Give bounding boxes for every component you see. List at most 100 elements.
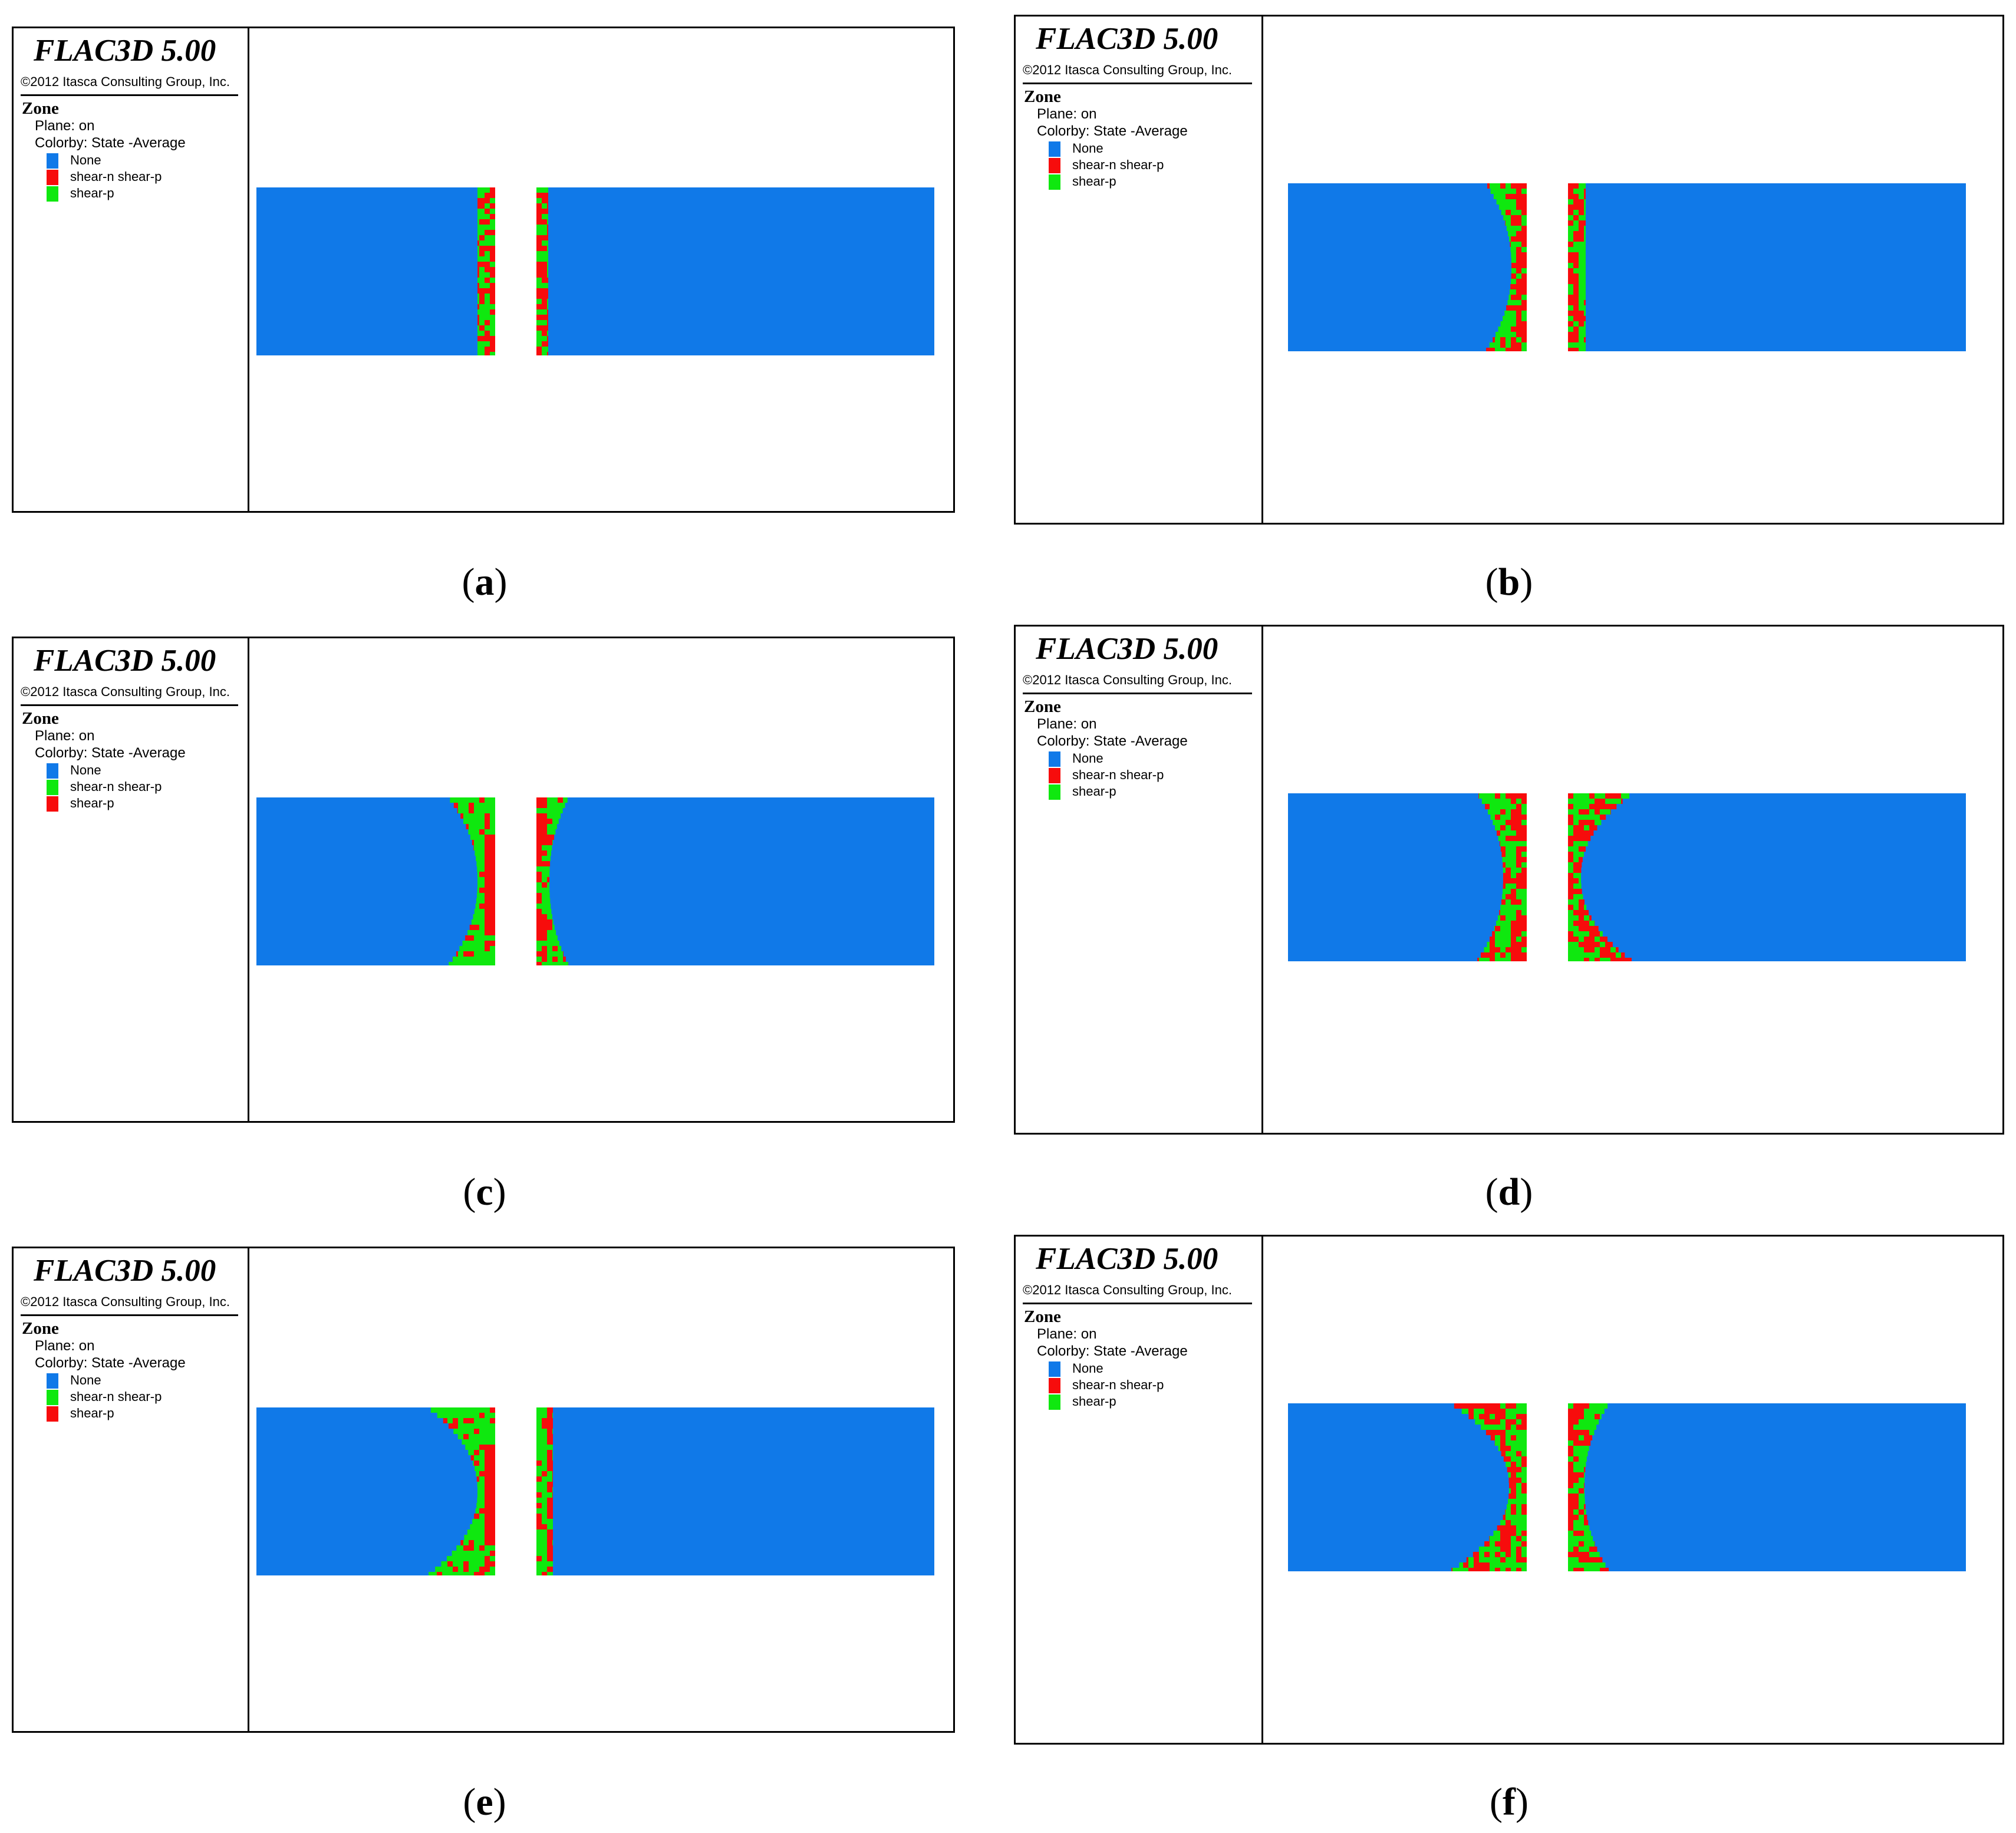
plastic-cell bbox=[1584, 958, 1589, 961]
plastic-cell bbox=[1579, 1462, 1584, 1467]
plastic-cell bbox=[490, 294, 495, 299]
plastic-cell bbox=[442, 1407, 447, 1413]
plastic-cell bbox=[474, 1519, 479, 1524]
plastic-cell bbox=[542, 240, 547, 246]
plastic-cell bbox=[1595, 952, 1600, 958]
plastic-cell bbox=[474, 824, 479, 829]
plastic-cell bbox=[1500, 921, 1506, 926]
plastic-cell bbox=[1495, 1430, 1500, 1435]
plastic-cell bbox=[547, 1413, 552, 1418]
plastic-cell bbox=[477, 1482, 479, 1487]
plastic-cell bbox=[1584, 332, 1586, 337]
plastic-cell bbox=[1579, 226, 1584, 231]
plastic-cell bbox=[542, 829, 547, 835]
plastic-cell bbox=[1573, 836, 1579, 841]
plastic-cell bbox=[1589, 1557, 1595, 1562]
plastic-cell bbox=[536, 251, 542, 256]
plastic-cell bbox=[1568, 279, 1573, 284]
plastic-cell bbox=[1521, 952, 1527, 958]
plastic-cell bbox=[1568, 252, 1573, 258]
plastic-cell bbox=[1516, 311, 1521, 316]
plastic-cell bbox=[1568, 231, 1573, 236]
plastic-cell bbox=[1516, 1403, 1521, 1409]
plastic-cell bbox=[474, 1418, 479, 1423]
caption-letter: b bbox=[1498, 561, 1520, 604]
plastic-cell bbox=[1506, 830, 1511, 836]
plastic-cell bbox=[547, 872, 550, 877]
plastic-cell bbox=[547, 1407, 552, 1413]
plastic-cell bbox=[469, 1423, 474, 1429]
plastic-cell bbox=[1584, 242, 1586, 247]
plastic-cell bbox=[1579, 804, 1584, 809]
plastic-cell bbox=[1500, 348, 1506, 351]
plastic-cell bbox=[542, 1487, 547, 1492]
plastic-cell bbox=[469, 803, 474, 808]
plastic-cell bbox=[471, 919, 474, 925]
plastic-cell bbox=[542, 214, 547, 219]
plastic-cell bbox=[1506, 1430, 1511, 1435]
plastic-cell bbox=[474, 1529, 479, 1535]
plastic-cell bbox=[1579, 279, 1584, 284]
plastic-cell bbox=[490, 1487, 495, 1492]
plastic-cell bbox=[1484, 1557, 1490, 1562]
plastic-cell bbox=[1485, 804, 1490, 809]
caption-e: (e) bbox=[463, 1781, 506, 1824]
model-plot bbox=[1263, 627, 2002, 1133]
plastic-cell bbox=[1495, 1403, 1500, 1409]
plastic-cell bbox=[1474, 1403, 1479, 1409]
plastic-cell bbox=[547, 919, 552, 925]
plastic-cell bbox=[1521, 332, 1527, 337]
plastic-cell bbox=[1500, 1552, 1506, 1557]
plastic-cell bbox=[1568, 1425, 1573, 1430]
plastic-cell bbox=[536, 214, 542, 219]
plastic-cell bbox=[1589, 1562, 1595, 1568]
plastic-cell bbox=[1500, 1409, 1506, 1414]
plastic-cell bbox=[1568, 894, 1573, 899]
plastic-cell bbox=[469, 829, 474, 835]
plastic-cell bbox=[536, 1567, 542, 1572]
plastic-cell bbox=[1495, 1557, 1500, 1562]
plastic-cell bbox=[1516, 793, 1521, 799]
plastic-cell bbox=[479, 850, 485, 856]
plastic-cell bbox=[477, 304, 479, 309]
plastic-cell bbox=[490, 347, 495, 352]
plastic-cell bbox=[479, 325, 485, 331]
plastic-cell bbox=[1516, 1430, 1521, 1435]
plastic-cell bbox=[1500, 841, 1506, 846]
plastic-cell bbox=[1506, 1562, 1511, 1568]
plastic-cell bbox=[485, 866, 490, 872]
plastic-cell bbox=[1568, 804, 1573, 809]
plastic-cell bbox=[536, 325, 542, 331]
plastic-cell bbox=[547, 856, 551, 861]
plastic-cell bbox=[449, 962, 453, 965]
plastic-cell bbox=[1600, 942, 1605, 947]
plastic-cell bbox=[1500, 799, 1506, 804]
plastic-cell bbox=[1511, 1467, 1516, 1472]
plastic-cell bbox=[1479, 1557, 1484, 1562]
plastic-cell bbox=[437, 1567, 442, 1572]
plastic-cell bbox=[1568, 268, 1573, 273]
plastic-cell bbox=[547, 829, 552, 835]
plastic-cell bbox=[1511, 1425, 1516, 1430]
plastic-cell bbox=[1511, 289, 1516, 295]
plastic-cell bbox=[1568, 905, 1573, 910]
plastic-cell bbox=[542, 341, 547, 347]
plastic-cell bbox=[1579, 883, 1582, 889]
plastic-cell bbox=[477, 347, 479, 352]
plastic-cell bbox=[536, 919, 542, 925]
plastic-cell bbox=[552, 840, 554, 845]
plastic-cell bbox=[1511, 1414, 1516, 1419]
plastic-cell bbox=[1511, 1531, 1516, 1536]
plastic-cell bbox=[490, 198, 495, 203]
plastic-cell bbox=[490, 808, 495, 813]
plastic-cell bbox=[1595, 1557, 1600, 1562]
plastic-cell bbox=[1579, 931, 1584, 937]
plastic-cell bbox=[477, 240, 479, 246]
plastic-cell bbox=[477, 866, 479, 872]
plastic-cell bbox=[547, 1503, 552, 1508]
plastic-cell bbox=[1500, 337, 1506, 342]
plastic-cell bbox=[1621, 958, 1626, 961]
plastic-cell bbox=[1495, 348, 1500, 351]
plastic-cell bbox=[1568, 820, 1573, 825]
plastic-cell bbox=[1490, 1403, 1495, 1409]
